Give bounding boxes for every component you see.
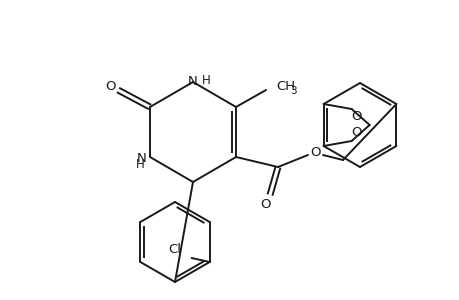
Text: O: O <box>351 127 361 140</box>
Text: 3: 3 <box>289 86 296 96</box>
Text: N: N <box>188 74 197 88</box>
Text: Cl: Cl <box>168 244 181 256</box>
Text: CH: CH <box>275 80 295 92</box>
Text: O: O <box>351 110 361 124</box>
Text: O: O <box>310 146 320 158</box>
Text: N: N <box>137 152 147 164</box>
Text: O: O <box>260 197 271 211</box>
Text: H: H <box>135 158 144 170</box>
Text: O: O <box>106 80 116 92</box>
Text: H: H <box>202 74 210 86</box>
